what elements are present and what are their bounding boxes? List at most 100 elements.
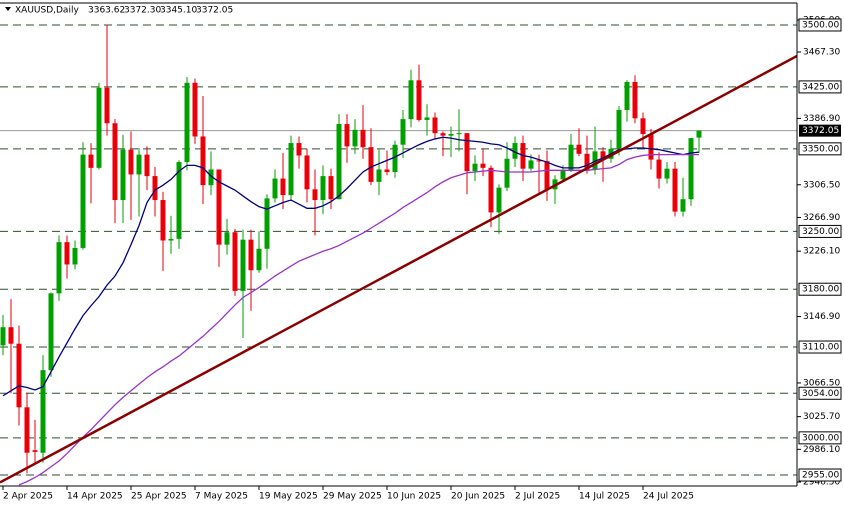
candle-body	[296, 143, 302, 156]
candle-body	[256, 248, 262, 271]
candle-body	[432, 117, 438, 134]
price-label: 3372.05	[802, 126, 839, 136]
x-tick-label: 7 May 2025	[195, 492, 248, 502]
candle-body	[280, 178, 286, 196]
candle-body	[408, 80, 414, 120]
candle-body	[16, 343, 22, 408]
candle-body	[472, 163, 478, 172]
y-tick-label: 3066.50	[803, 378, 840, 388]
level-box	[798, 142, 842, 156]
x-tick-label: 19 May 2025	[259, 492, 318, 502]
candle-body	[184, 82, 190, 163]
level-box	[798, 282, 842, 296]
candle-body	[512, 143, 518, 159]
candle-body	[504, 158, 510, 188]
candle-body	[648, 133, 654, 160]
candle-body	[24, 407, 30, 453]
candle-body	[248, 239, 254, 271]
candle-body	[8, 327, 14, 344]
candle-body	[392, 144, 398, 172]
candle-body	[584, 153, 590, 170]
level-label: 3054.00	[802, 389, 839, 399]
y-tick-label: 3467.30	[803, 47, 840, 57]
y-tick-label: 2986.10	[803, 445, 840, 455]
candle-body	[464, 133, 470, 172]
candle-body	[208, 169, 214, 186]
candle-body	[136, 154, 142, 175]
candle-body	[96, 87, 102, 168]
y-tick-label: 3266.90	[803, 213, 840, 223]
candle-body	[192, 82, 198, 137]
candle-body	[176, 162, 182, 239]
candle-body	[72, 247, 78, 265]
x-tick-label: 29 May 2025	[323, 492, 382, 502]
price-box	[799, 124, 841, 137]
y-tick-label: 3146.90	[803, 312, 840, 322]
candle-body	[64, 242, 70, 265]
candle-body	[600, 151, 606, 159]
candle-body	[424, 117, 430, 120]
candle-body	[160, 200, 166, 241]
candle-body	[112, 123, 118, 201]
candle-body	[128, 149, 134, 175]
menu-triangle	[5, 7, 11, 11]
candle-body	[664, 168, 670, 179]
candle-body	[232, 232, 238, 291]
candle-body	[528, 160, 534, 169]
candle-body	[80, 154, 86, 248]
candle-body	[616, 110, 622, 149]
candle-body	[344, 124, 350, 147]
candle-body	[376, 169, 382, 182]
candle-body	[536, 160, 542, 162]
plot-area	[0, 24, 797, 486]
x-tick-label: 24 Jul 2025	[643, 492, 694, 502]
candle-body	[40, 370, 46, 453]
candle-body	[680, 199, 686, 212]
level-box	[798, 468, 842, 482]
y-tick-label: 3226.10	[803, 247, 840, 257]
candle-body	[56, 242, 62, 294]
level-label: 3500.00	[802, 20, 839, 30]
level-box	[798, 224, 842, 238]
candle-body	[384, 169, 390, 172]
level-label: 3110.00	[802, 343, 839, 353]
candle-body	[224, 232, 230, 245]
level-label: 3180.00	[802, 285, 839, 295]
candle-body	[216, 169, 222, 245]
candle-body	[272, 178, 278, 199]
level-label: 3000.00	[802, 433, 839, 443]
y-tick-label: 3025.70	[803, 412, 840, 422]
candle-body	[200, 136, 206, 186]
level-label: 3350.00	[802, 144, 839, 154]
candle-body	[328, 176, 334, 200]
candle-body	[696, 130, 702, 138]
level-label: 3425.00	[802, 82, 839, 92]
candle-body	[656, 159, 662, 179]
candle-body	[168, 238, 174, 241]
chart-title: XAUUSD,Daily	[15, 6, 79, 16]
level-box	[798, 386, 842, 400]
level-label: 3250.00	[802, 227, 839, 237]
candle-body	[360, 129, 366, 148]
y-tick-label: 3386.90	[803, 114, 840, 124]
candle-body	[440, 133, 446, 136]
candle-body	[120, 149, 126, 201]
candle-body	[352, 129, 358, 147]
candle-body	[496, 187, 502, 213]
candle-body	[32, 450, 38, 452]
candle-body	[312, 189, 318, 201]
level-box	[798, 431, 842, 445]
candle-body	[0, 327, 6, 346]
candle-body	[640, 118, 646, 134]
level-box	[798, 340, 842, 354]
candle-body	[336, 124, 342, 200]
x-tick-label: 20 Jun 2025	[451, 492, 505, 502]
candle-body	[144, 154, 150, 177]
candle-body	[624, 81, 630, 111]
high-label: 3372.30	[124, 6, 161, 16]
candle-body	[592, 151, 598, 170]
axis-layer: 3506.003467.303386.903306.503266.903226.…	[2, 16, 842, 502]
candle-body	[448, 133, 454, 136]
candle-body	[560, 170, 566, 180]
